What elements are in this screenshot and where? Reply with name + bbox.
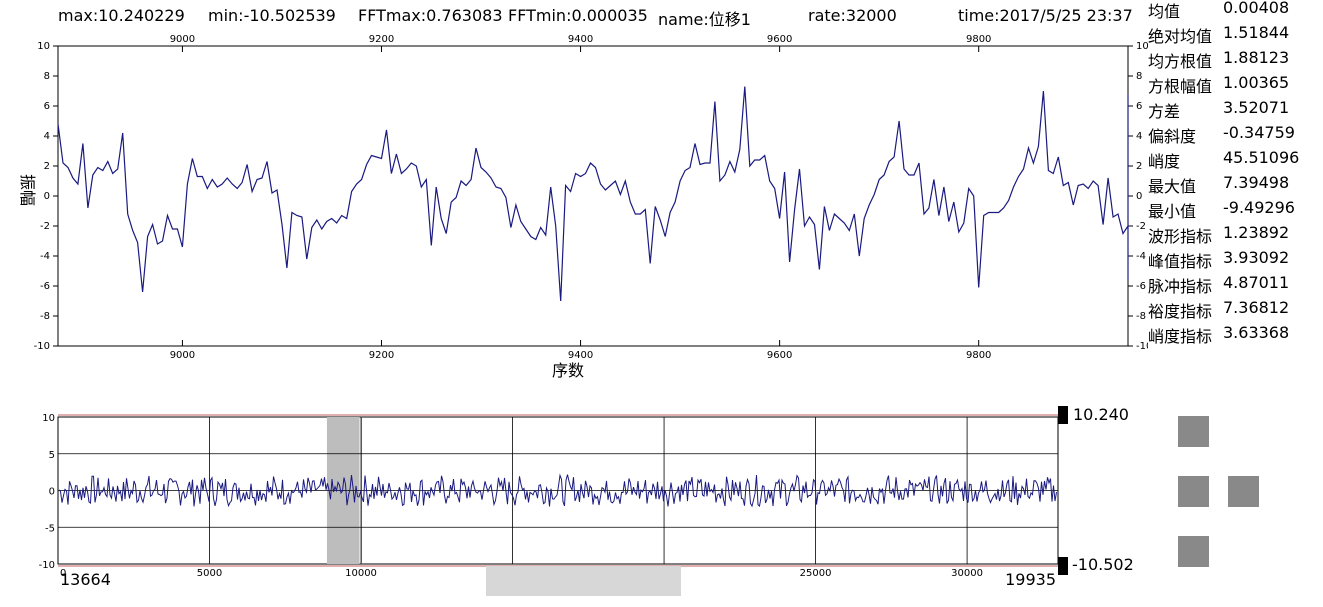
fftmax-readout: FFTmax:0.763083	[358, 6, 503, 25]
y-tick-label: 4	[44, 131, 50, 142]
stat-value: 3.52071	[1223, 98, 1290, 117]
y-tick-label: -6	[40, 281, 50, 292]
pan-down-button[interactable]	[1178, 536, 1209, 567]
y-tick-label: 10	[37, 41, 50, 52]
pan-right-button[interactable]	[1228, 476, 1259, 507]
y-tick-label-right: -6	[1136, 281, 1146, 292]
overview-x-tick-label: 30000	[951, 568, 983, 579]
min-readout: min:-10.502539	[208, 6, 336, 25]
y-tick-label: 0	[44, 191, 50, 202]
waveform-chart[interactable]: 9000 9000 9200 9200 9400 9400 9600 9600 9800 9800…	[0, 0, 1148, 400]
waveform-series-line	[57, 86, 1129, 302]
overview-chart[interactable]: 050001000015000200002500030000-10-50510 …	[0, 0, 1148, 607]
stat-value: 7.36812	[1223, 298, 1290, 317]
pan-left-button[interactable]	[1178, 476, 1209, 507]
x-tick-label: 9600	[767, 350, 792, 361]
y-tick-label-right: 8	[1136, 71, 1142, 82]
stat-label: 波形指标	[1148, 227, 1213, 246]
stat-label: 绝对均值	[1148, 27, 1213, 46]
pan-up-button[interactable]	[1178, 416, 1209, 447]
stat-label: 偏斜度	[1148, 127, 1197, 146]
stat-label: 最小值	[1148, 202, 1197, 221]
overview-y-tick-label: -10	[39, 560, 55, 571]
y-tick-label-right: 2	[1136, 161, 1142, 172]
x-tick-label-top: 9600	[767, 34, 792, 45]
timestamp: time:2017/5/25 23:37	[958, 6, 1133, 25]
overview-x-tick-label: 5000	[197, 568, 222, 579]
y-tick-label: -4	[40, 251, 50, 262]
stat-value: -0.34759	[1223, 123, 1295, 142]
plot-area	[57, 45, 1129, 347]
stat-value: 1.88123	[1223, 48, 1290, 67]
fftmin-readout: FFTmin:0.000035	[508, 6, 648, 25]
y-tick-label: -10	[34, 341, 50, 352]
x-axis-label: 序数	[552, 361, 584, 380]
x-tick-label: 9200	[369, 350, 394, 361]
overview-series-line	[58, 473, 1057, 508]
overview-x-tick-label: 10000	[345, 568, 377, 579]
stat-value: 1.23892	[1223, 223, 1290, 242]
stat-value: 3.93092	[1223, 248, 1290, 267]
stat-value: 3.63368	[1223, 323, 1290, 342]
overview-x-tick-label: 0	[60, 568, 66, 579]
x-tick-label: 9800	[966, 350, 991, 361]
stat-label: 峭度指标	[1148, 327, 1213, 346]
horizontal-scrollbar-thumb[interactable]	[486, 566, 681, 596]
stat-label: 脉冲指标	[1148, 277, 1213, 296]
stat-value: 7.39498	[1223, 173, 1290, 192]
y-tick-label-right: 0	[1136, 191, 1142, 202]
y-tick-label-right: 6	[1136, 101, 1142, 112]
overview-y-tick-label: -5	[45, 523, 55, 534]
stat-label: 峭度	[1148, 152, 1181, 171]
stat-label: 均值	[1148, 2, 1181, 21]
sample-rate: rate:32000	[808, 6, 897, 25]
y-tick-label-right: -8	[1136, 311, 1146, 322]
stat-value: 0.00408	[1223, 0, 1290, 17]
min-marker-label: -10.502	[1072, 555, 1134, 574]
overview-y-tick-label: 10	[42, 413, 55, 424]
y-tick-label-right: -10	[1136, 341, 1148, 352]
stat-value: 4.87011	[1223, 273, 1290, 292]
stat-value: 1.00365	[1223, 73, 1290, 92]
stat-value: 1.51844	[1223, 23, 1290, 42]
max-marker-label: 10.240	[1073, 405, 1129, 424]
x-tick-label-top: 9400	[568, 34, 593, 45]
y-tick-label: 8	[44, 71, 50, 82]
overview-left-label: 13664	[60, 570, 111, 589]
stat-label: 峰值指标	[1148, 252, 1213, 271]
stat-label: 方根幅值	[1148, 77, 1213, 96]
x-tick-label: 9400	[568, 350, 593, 361]
y-tick-label-right: -4	[1136, 251, 1146, 262]
x-tick-label-top: 9200	[369, 34, 394, 45]
x-tick-label: 9000	[170, 350, 195, 361]
overview-y-tick-label: 0	[49, 487, 55, 498]
y-axis-label: 振幅	[18, 174, 37, 206]
min-marker-handle[interactable]	[1058, 557, 1068, 575]
x-tick-label-top: 9000	[170, 34, 195, 45]
y-tick-label-right: 4	[1136, 131, 1142, 142]
stat-label: 方差	[1148, 102, 1181, 121]
overview-y-tick-label: 5	[49, 450, 55, 461]
overview-right-label: 19935	[1005, 570, 1056, 589]
max-marker-handle[interactable]	[1058, 406, 1068, 424]
y-tick-label: 6	[44, 101, 50, 112]
y-tick-label: -8	[40, 311, 50, 322]
stat-value: 45.51096	[1223, 148, 1300, 167]
stat-label: 均方根值	[1148, 52, 1213, 71]
max-readout: max:10.240229	[58, 6, 185, 25]
x-tick-label-top: 9800	[966, 34, 991, 45]
overview-x-tick-label: 25000	[800, 568, 832, 579]
stat-label: 裕度指标	[1148, 302, 1213, 321]
stat-value: -9.49296	[1223, 198, 1295, 217]
channel-name: name:位移1	[658, 10, 751, 29]
y-tick-label-right: -2	[1136, 221, 1146, 232]
y-tick-label-right: 10	[1136, 41, 1148, 52]
y-tick-label: -2	[40, 221, 50, 232]
stat-label: 最大值	[1148, 177, 1197, 196]
y-tick-label: 2	[44, 161, 50, 172]
